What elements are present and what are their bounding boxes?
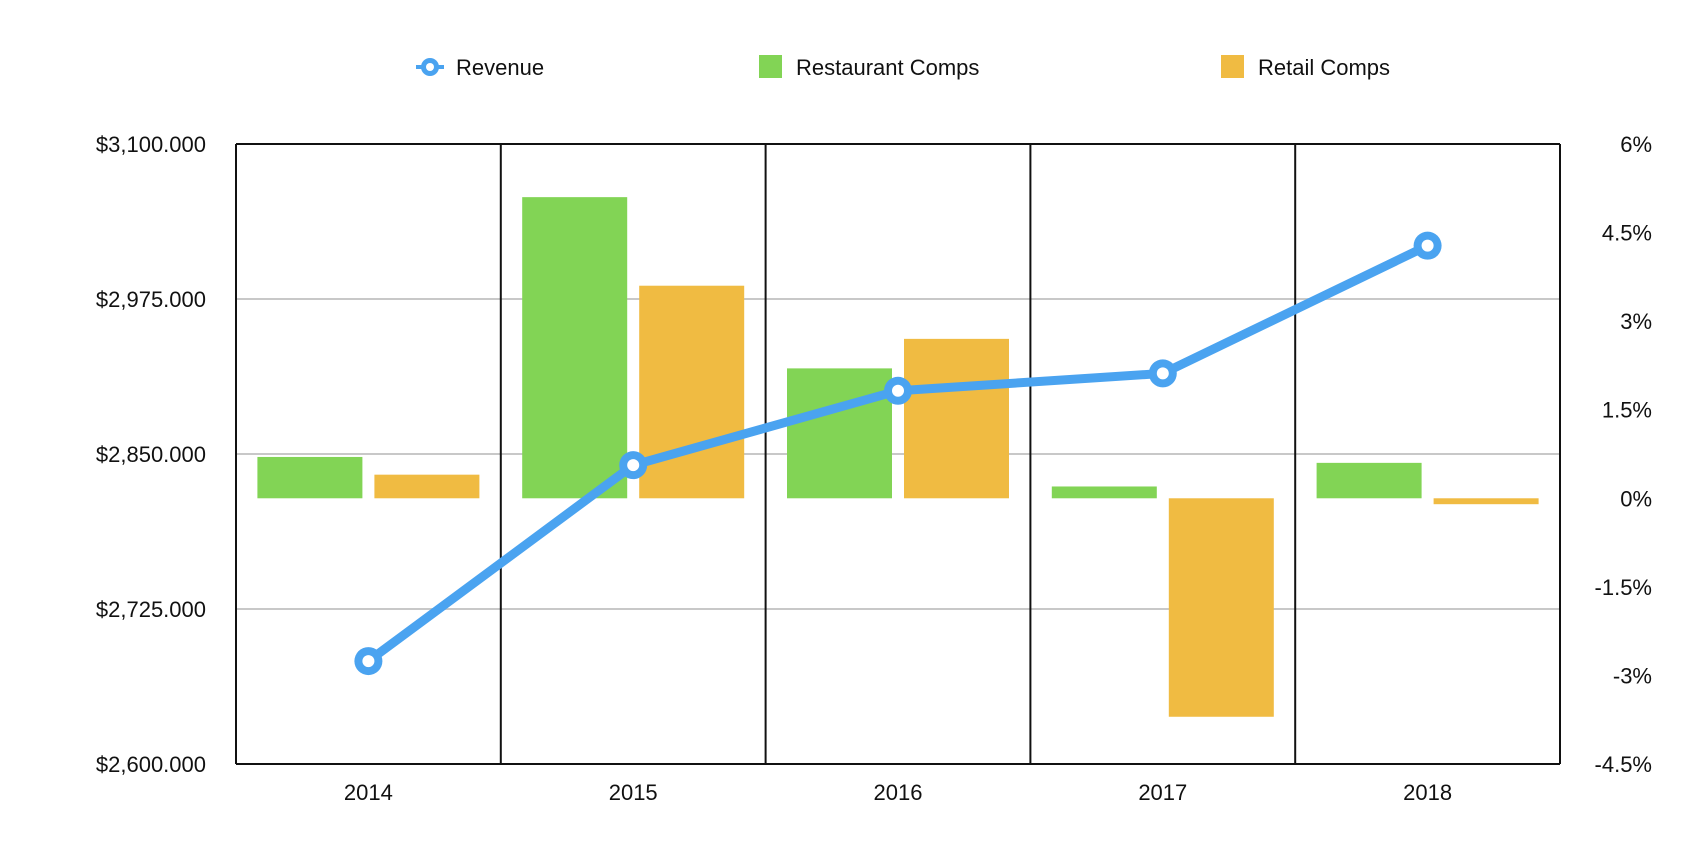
bar-restaurant-comps-2014 — [257, 456, 363, 499]
legend-label: Revenue — [456, 55, 544, 80]
bar-restaurant-comps-2016 — [787, 368, 892, 499]
right-tick-label: 3% — [1620, 309, 1652, 334]
right-tick-label: -4.5% — [1595, 752, 1652, 777]
bars-layer — [257, 197, 1539, 717]
x-axis-ticks: 2014 2015 2016 2017 2018 — [344, 780, 1452, 805]
legend-item-revenue: Revenue — [416, 55, 544, 80]
legend-swatch-icon — [1221, 55, 1244, 78]
bar-restaurant-comps-2015 — [522, 197, 628, 499]
right-tick-label: 4.5% — [1602, 221, 1652, 246]
point-center-revenue-2016 — [892, 384, 904, 397]
legend-item-restaurant-comps: Restaurant Comps — [759, 55, 979, 80]
x-tick-label: 2018 — [1403, 780, 1452, 805]
right-tick-label: -3% — [1613, 663, 1652, 688]
right-tick-label: 0% — [1620, 486, 1652, 511]
legend-swatch-icon — [759, 55, 782, 78]
x-tick-label: 2016 — [874, 780, 923, 805]
left-tick-label: $2,725.000 — [96, 597, 206, 622]
point-center-revenue-2015 — [627, 459, 640, 472]
point-center-revenue-2018 — [1421, 239, 1434, 252]
point-center-revenue-2014 — [362, 655, 375, 668]
legend-label: Retail Comps — [1258, 55, 1390, 80]
right-axis-ticks: -4.5% -3% -1.5% 0% 1.5% 3% 4.5% 6% — [1595, 132, 1652, 777]
category-dividers — [499, 144, 1297, 764]
left-tick-label: $2,600.000 — [96, 752, 206, 777]
axes-layer — [235, 143, 1561, 765]
right-tick-label: 6% — [1620, 132, 1652, 157]
revenue-line-layer — [354, 231, 1442, 676]
bar-retail-comps-2015 — [639, 285, 745, 499]
left-tick-label: $3,100.000 — [96, 132, 206, 157]
right-tick-label: 1.5% — [1602, 398, 1652, 423]
right-tick-label: -1.5% — [1595, 575, 1652, 600]
left-tick-label: $2,850.000 — [96, 442, 206, 467]
bar-retail-comps-2017 — [1168, 498, 1274, 717]
legend-item-retail-comps: Retail Comps — [1221, 55, 1390, 80]
chart-legend: Revenue Restaurant Comps Retail Comps — [416, 55, 1390, 80]
bar-retail-comps-2014 — [374, 474, 480, 499]
gridlines — [236, 298, 1560, 610]
bar-retail-comps-2018 — [1433, 498, 1539, 505]
x-tick-label: 2014 — [344, 780, 393, 805]
x-tick-label: 2015 — [609, 780, 658, 805]
legend-label: Restaurant Comps — [796, 55, 979, 80]
legend-marker-center-icon — [426, 63, 434, 71]
x-tick-label: 2017 — [1138, 780, 1187, 805]
bar-restaurant-comps-2017 — [1051, 486, 1157, 499]
bar-retail-comps-2016 — [904, 338, 1009, 499]
bar-restaurant-comps-2018 — [1316, 462, 1422, 499]
point-center-revenue-2017 — [1156, 367, 1169, 380]
left-axis-ticks: $2,600.000 $2,725.000 $2,850.000 $2,975.000… — [96, 132, 206, 777]
left-tick-label: $2,975.000 — [96, 287, 206, 312]
